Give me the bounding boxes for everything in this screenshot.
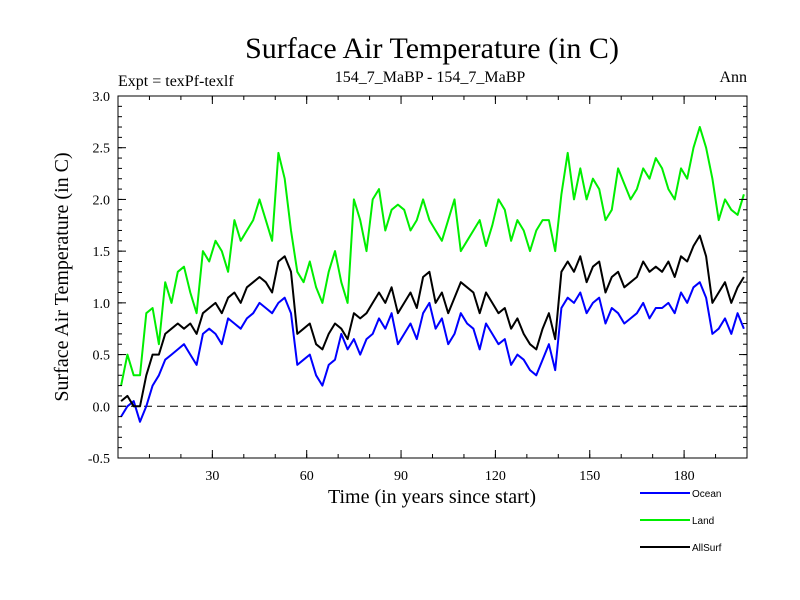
y-tick-label: -0.5: [88, 452, 110, 467]
y-tick-label: 1.5: [93, 245, 111, 260]
legend-label-land: Land: [692, 516, 714, 527]
legend-label-ocean: Ocean: [692, 489, 721, 500]
legend-label-allsurf: AllSurf: [692, 543, 722, 554]
chart-title: Surface Air Temperature (in C): [245, 32, 619, 65]
chart-subtitle-left: Expt = texPf-texlf: [118, 73, 234, 90]
y-axis-label: Surface Air Temperature (in C): [51, 152, 73, 401]
x-axis-label: Time (in years since start): [328, 486, 536, 508]
y-tick-label: 1.0: [93, 297, 111, 312]
x-tick-label: 120: [485, 469, 506, 484]
series-line-land: [120, 126, 745, 386]
x-tick-label: 180: [674, 469, 695, 484]
chart-subtitle-center: 154_7_MaBP - 154_7_MaBP: [335, 69, 526, 86]
x-tick-label: 150: [579, 469, 600, 484]
y-tick-label: 2.5: [93, 142, 111, 157]
series-line-allsurf: [120, 234, 745, 408]
chart-subtitle-right: Ann: [719, 69, 747, 86]
plot-frame: [117, 95, 748, 459]
y-tick-label: 3.0: [93, 90, 111, 105]
x-tick-label: 30: [205, 469, 219, 484]
x-tick-label: 60: [300, 469, 314, 484]
series-line-ocean: [120, 281, 745, 423]
y-tick-label: 0.0: [93, 400, 111, 415]
x-tick-label: 90: [394, 469, 408, 484]
y-tick-label: 0.5: [93, 349, 111, 364]
y-tick-label: 2.0: [93, 193, 111, 208]
